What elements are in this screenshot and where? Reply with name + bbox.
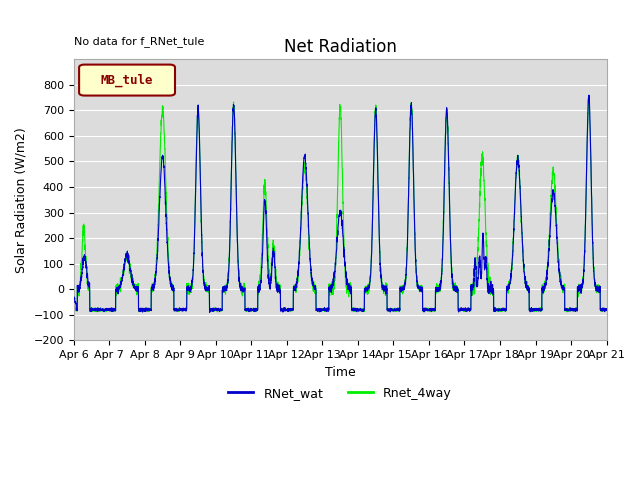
Y-axis label: Solar Radiation (W/m2): Solar Radiation (W/m2) (15, 127, 28, 273)
Title: Net Radiation: Net Radiation (284, 38, 397, 56)
Text: MB_tule: MB_tule (101, 73, 154, 87)
Text: No data for f_RNet_tule: No data for f_RNet_tule (74, 36, 204, 48)
FancyBboxPatch shape (79, 65, 175, 96)
X-axis label: Time: Time (324, 366, 356, 379)
Legend: RNet_wat, Rnet_4way: RNet_wat, Rnet_4way (223, 382, 457, 405)
